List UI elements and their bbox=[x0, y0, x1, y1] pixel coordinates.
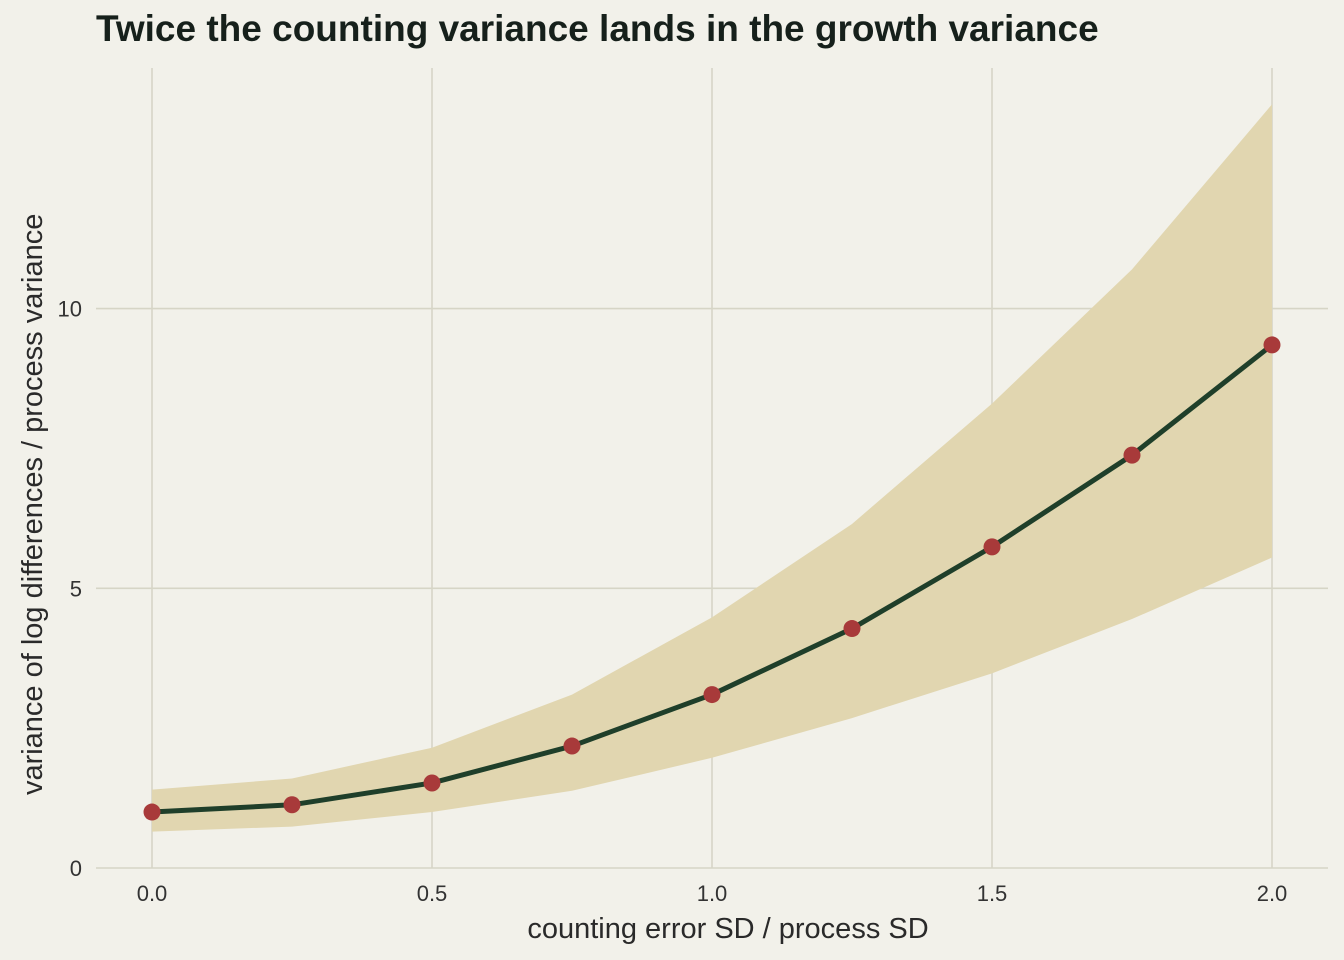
data-point bbox=[843, 620, 861, 638]
x-tick-label: 2.0 bbox=[1257, 881, 1288, 906]
x-tick-label: 1.5 bbox=[977, 881, 1008, 906]
x-tick-label: 0.0 bbox=[137, 881, 168, 906]
uncertainty-band bbox=[152, 104, 1272, 832]
uncertainty-band-layer bbox=[152, 104, 1272, 832]
data-point bbox=[563, 737, 581, 755]
data-point bbox=[983, 538, 1001, 556]
x-tick-label: 0.5 bbox=[417, 881, 448, 906]
chart-title: Twice the counting variance lands in the… bbox=[96, 8, 1099, 49]
data-point bbox=[283, 796, 301, 814]
data-point bbox=[143, 803, 161, 821]
x-tick-label: 1.0 bbox=[697, 881, 728, 906]
y-tick-label: 0 bbox=[70, 856, 82, 881]
data-point bbox=[423, 774, 441, 792]
data-point bbox=[1263, 336, 1281, 354]
data-point bbox=[703, 686, 721, 704]
y-tick-label: 10 bbox=[58, 297, 82, 322]
series-points-layer bbox=[143, 336, 1281, 821]
y-axis-title: variance of log differences / process va… bbox=[17, 214, 49, 795]
x-axis-title: counting error SD / process SD bbox=[527, 913, 928, 945]
y-tick-label: 5 bbox=[70, 576, 82, 601]
tick-label-layer: 0.0 0.5 1.0 1.5 2.0 0 5 10 bbox=[58, 297, 1288, 906]
data-point bbox=[1123, 446, 1141, 464]
